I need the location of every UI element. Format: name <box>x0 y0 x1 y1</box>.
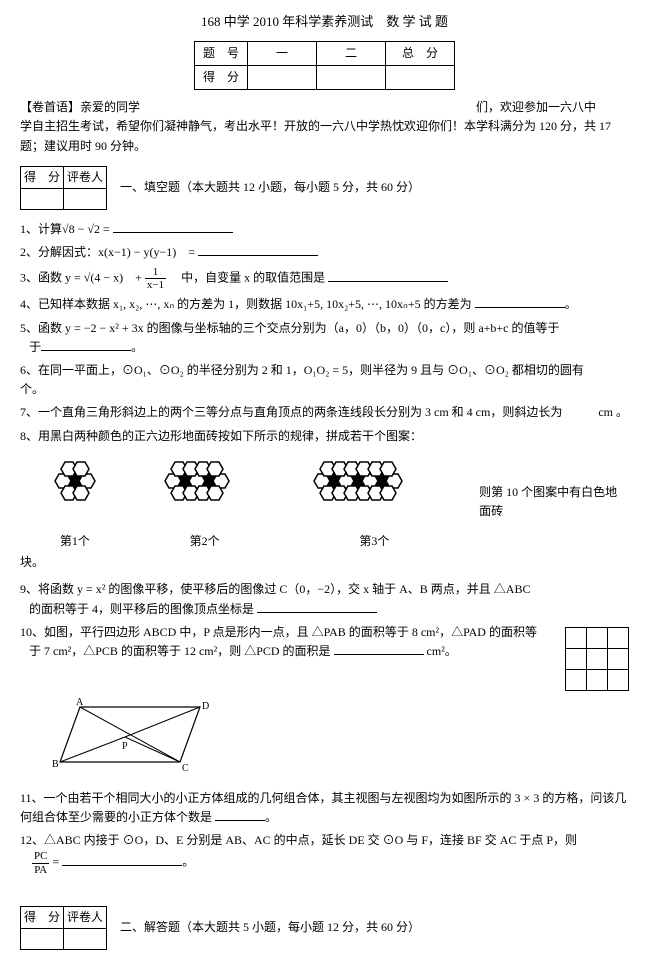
q9-l1: 9、将函数 y = x² 的图像平移，使平移后的图像过 C（0，−2），交 x … <box>20 582 530 596</box>
grid-3x3-icon <box>565 627 629 691</box>
th-total: 总 分 <box>386 41 455 65</box>
q12-num: PC <box>32 850 49 863</box>
q1: 1、计算√8 − √2 = <box>20 220 629 239</box>
q10-blank <box>334 642 424 655</box>
parallelogram-figure: A D B C P <box>50 697 629 783</box>
q5-text: 5、函数 y = −2 − x² + 3x 的图像与坐标轴的三个交点分别为（a，… <box>20 321 560 335</box>
svg-text:B: B <box>52 759 59 770</box>
q2: 2、分解因式：x(x−1) − y(y−1) = <box>20 243 629 262</box>
q12-frac: PC PA <box>32 850 49 875</box>
td-st <box>386 65 455 89</box>
page-title: 168 中学 2010 年科学素养测试 数 学 试 题 <box>20 12 629 33</box>
th-1: 一 <box>248 41 317 65</box>
q12-eq: = <box>52 855 62 869</box>
q12-den: PA <box>32 864 49 876</box>
q10-l2a: 于 7 cm²，△PCB 的面积等于 12 cm²，则 △PCD 的面积是 <box>29 644 331 658</box>
q3-num: 1 <box>145 266 166 279</box>
q11: 11、一个由若干个相同大小的小正方体组成的几何组合体，其主视图与左视图均为如图所… <box>20 789 629 827</box>
mini-score: 得 分 <box>21 166 64 188</box>
q11-text: 11、一个由若干个相同大小的小正方体组成的几何组合体，其主视图与左视图均为如图所… <box>20 791 626 824</box>
q8: 8、用黑白两种颜色的正六边形地面砖按如下所示的规律，拼成若干个图案： <box>20 427 629 446</box>
q12-l1: 12、△ABC 内接于 ⊙O，D、E 分别是 AB、AC 的中点，延长 DE 交… <box>20 833 577 847</box>
mini2-score: 得 分 <box>21 906 64 928</box>
section1-head: 得 分评卷人 一、填空题（本大题共 12 小题，每小题 5 分，共 60 分） <box>20 166 629 210</box>
td-s1 <box>248 65 317 89</box>
preface-line2: 学自主招生考试，希望你们凝神静气，考出水平！开放的一六八中学热忱欢迎你们！本学科… <box>20 119 611 152</box>
q4-text: 4、已知样本数据 x₁, x₂, ⋯, xₙ 的方差为 1，则数据 10x₁+5… <box>20 297 472 311</box>
q4-blank <box>475 295 565 308</box>
section2-head: 得 分评卷人 二、解答题（本大题共 5 小题，每小题 12 分，共 60 分） <box>20 906 629 950</box>
q6: 6、在同一平面上，⊙O₁、⊙O₂ 的半径分别为 2 和 1，O₁O₂ = 5，则… <box>20 361 629 399</box>
hex-pattern-2-icon <box>140 454 270 524</box>
mini-score-table-1: 得 分评卷人 <box>20 166 107 210</box>
section1-title: 一、填空题（本大题共 12 小题，每小题 5 分，共 60 分） <box>120 180 420 194</box>
q10-unit: cm²。 <box>427 644 457 658</box>
svg-text:P: P <box>122 741 128 752</box>
preface-tail: 们，欢迎参加一六八中 <box>476 100 596 114</box>
q10-l1: 10、如图，平行四边形 ABCD 中，P 点是形内一点，且 △PAB 的面积等于… <box>20 625 537 639</box>
q3: 3、函数 y = √(4 − x) + 1 x−1 中，自变量 x 的取值范围是 <box>20 266 629 291</box>
q10: 10、如图，平行四边形 ABCD 中，P 点是形内一点，且 △PAB 的面积等于… <box>20 623 629 691</box>
th-num: 题 号 <box>195 41 248 65</box>
preface: 【卷首语】亲爱的同学 们，欢迎参加一六八中 学自主招生考试，希望你们凝神静气，考… <box>20 98 629 156</box>
hex-pattern-3-icon <box>289 454 459 524</box>
q3-den: x−1 <box>145 279 166 291</box>
q12: 12、△ABC 内接于 ⊙O，D、E 分别是 AB、AC 的中点，延长 DE 交… <box>20 831 629 875</box>
fig1-label: 第1个 <box>30 532 120 551</box>
q3-blank <box>328 269 448 282</box>
q2-text: 2、分解因式：x(x−1) − y(y−1) = <box>20 245 195 259</box>
td-s2 <box>317 65 386 89</box>
q12-blank <box>62 853 182 866</box>
q9: 9、将函数 y = x² 的图像平移，使平移后的图像过 C（0，−2），交 x … <box>20 580 629 618</box>
q1-text: 1、计算√8 − √2 = <box>20 222 110 236</box>
q8-trailing: 则第 10 个图案中有白色地面砖 <box>479 483 619 521</box>
th-2: 二 <box>317 41 386 65</box>
section2-title: 二、解答题（本大题共 5 小题，每小题 12 分，共 60 分） <box>120 920 420 934</box>
q1-blank <box>113 220 233 233</box>
td-score-label: 得 分 <box>195 65 248 89</box>
svg-text:C: C <box>182 763 189 774</box>
q3-pre: 3、函数 y = √(4 − x) + <box>20 271 142 285</box>
q5: 5、函数 y = −2 − x² + 3x 的图像与坐标轴的三个交点分别为（a，… <box>20 319 629 357</box>
score-header-table: 题 号 一 二 总 分 得 分 <box>194 41 455 90</box>
svg-text:D: D <box>202 701 209 712</box>
hex-pattern-1-icon <box>30 454 120 524</box>
fig3-label: 第3个 <box>289 532 459 551</box>
q9-l2: 的面积等于 4，则平移后的图像顶点坐标是 <box>29 602 254 616</box>
q8b-pre: 则第 10 个图案中有白色地面砖 <box>479 485 617 518</box>
svg-text:A: A <box>76 697 84 708</box>
mini2-grader: 评卷人 <box>64 906 107 928</box>
q8b-tail: 块。 <box>20 553 629 572</box>
q7: 7、一个直角三角形斜边上的两个三等分点与直角顶点的两条连线段长分别为 3 cm … <box>20 403 629 422</box>
q9-blank <box>257 600 377 613</box>
q4: 4、已知样本数据 x₁, x₂, ⋯, xₙ 的方差为 1，则数据 10x₁+5… <box>20 295 629 314</box>
hex-figures: 第1个 第2个 <box>20 454 629 551</box>
mini-grader: 评卷人 <box>64 166 107 188</box>
mini-score-table-2: 得 分评卷人 <box>20 906 107 950</box>
fig2-label: 第2个 <box>140 532 270 551</box>
q2-blank <box>198 243 318 256</box>
preface-label: 【卷首语】亲爱的同学 <box>20 100 140 114</box>
parallelogram-icon: A D B C P <box>50 697 230 777</box>
q3-post: 中，自变量 x 的取值范围是 <box>169 271 325 285</box>
q5-blank <box>41 338 131 351</box>
q11-blank <box>215 808 265 821</box>
q3-frac: 1 x−1 <box>145 266 166 291</box>
